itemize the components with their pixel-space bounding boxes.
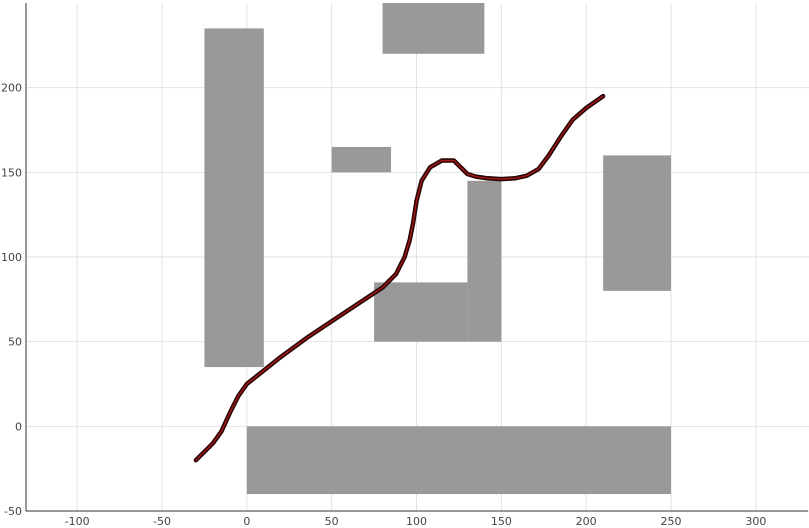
obstacle-0 [204, 28, 264, 368]
obstacle-3 [374, 282, 468, 342]
y-tick-label-5: 200 [1, 82, 22, 95]
x-tick-label-6: 200 [576, 515, 597, 528]
y-tick-label-3: 100 [1, 251, 22, 264]
grid-lines [26, 3, 809, 512]
y-tick-labels: -50 0 50 100 150 200 [1, 82, 22, 518]
x-tick-label-7: 250 [661, 515, 682, 528]
x-tick-label-0: -100 [65, 515, 90, 528]
x-tick-label-3: 50 [325, 515, 339, 528]
trajectory-core-0 [195, 95, 604, 461]
axes [25, 3, 808, 512]
x-tick-label-5: 150 [491, 515, 512, 528]
obstacles [204, 3, 672, 495]
y-tick-label-4: 150 [1, 166, 22, 179]
obstacle-6 [246, 426, 672, 495]
obstacle-4 [467, 180, 502, 342]
y-tick-label-0: -50 [4, 505, 22, 518]
x-tick-label-2: 0 [243, 515, 250, 528]
obstacle-1 [382, 3, 485, 54]
obstacle-2 [331, 146, 392, 173]
y-tick-label-1: 0 [15, 420, 22, 433]
x-tick-label-1: -50 [153, 515, 171, 528]
obstacle-5 [603, 155, 671, 291]
x-tick-label-8: 300 [745, 515, 766, 528]
x-tick-labels: -100 -50 0 50 100 150 200 250 300 [65, 515, 767, 528]
y-tick-label-2: 50 [8, 336, 22, 349]
x-tick-label-4: 100 [406, 515, 427, 528]
trajectory [193, 93, 606, 463]
